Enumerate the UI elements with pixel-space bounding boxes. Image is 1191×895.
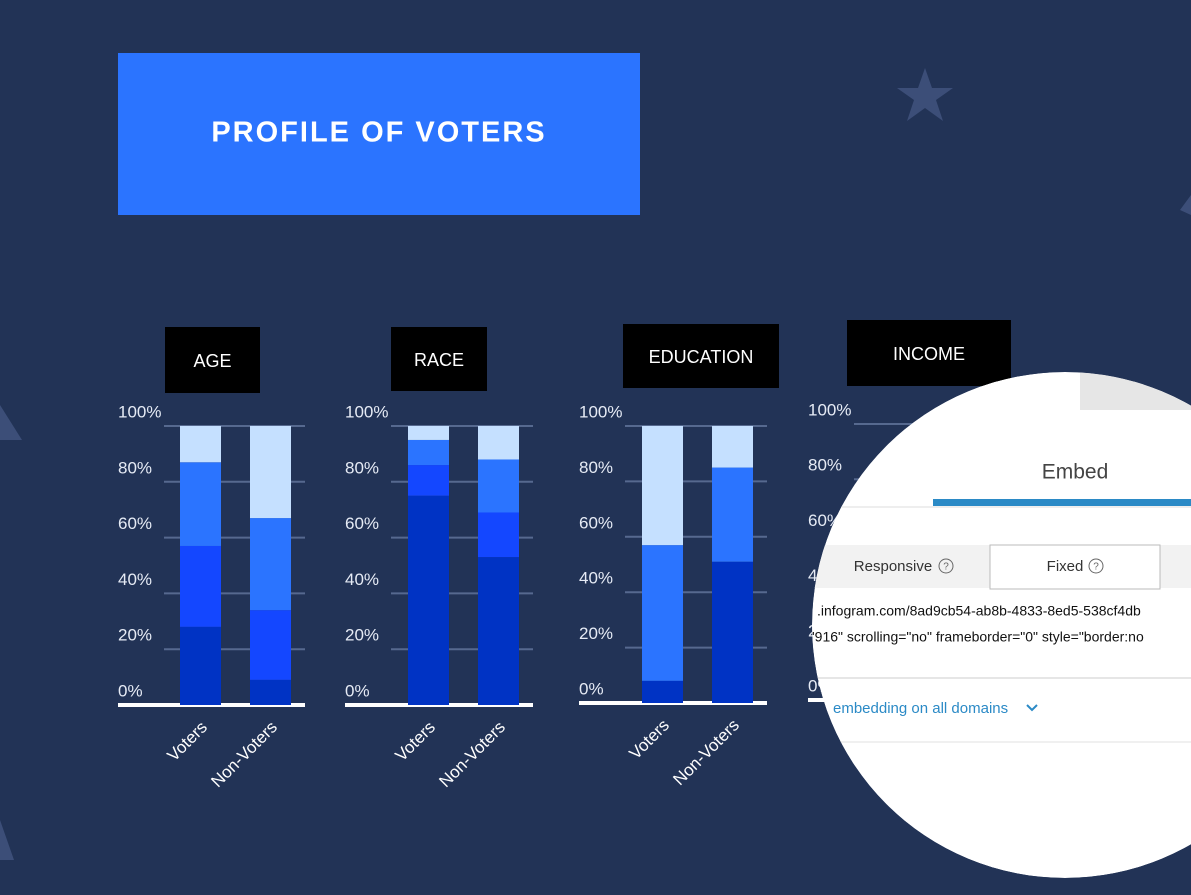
y-tick-label: 100% <box>579 402 622 421</box>
charts: AGE0%20%40%60%80%100%VotersNon-VotersRAC… <box>118 320 1011 791</box>
bar-segment <box>478 459 519 513</box>
chart-title: INCOME <box>893 344 965 364</box>
bar-segment <box>642 426 683 546</box>
y-tick-label: 20% <box>345 626 379 645</box>
help-icon[interactable] <box>1088 558 1104 574</box>
bar-segment <box>642 545 683 681</box>
bar-segment <box>408 495 449 705</box>
x-tick-label: Non-Voters <box>435 718 509 792</box>
y-tick-label: 80% <box>118 458 152 477</box>
bar-segment <box>250 679 291 705</box>
embed-tab[interactable]: Embed <box>1042 461 1109 484</box>
bar-segment <box>250 518 291 611</box>
fixed-tab[interactable] <box>989 544 1161 590</box>
y-tick-label: 0% <box>579 679 604 698</box>
chart-title: RACE <box>414 350 464 370</box>
bar-segment <box>408 426 449 440</box>
chart-title-box <box>623 324 779 388</box>
y-tick-label: 0% <box>118 681 143 700</box>
domains-link[interactable]: embedding on all domains <box>833 700 1008 717</box>
x-tick-label: Voters <box>625 716 673 764</box>
code-line: '916" scrolling="no" frameborder="0" sty… <box>812 629 1144 645</box>
y-tick-label: 60% <box>118 514 152 533</box>
y-tick-label: 100% <box>118 402 161 421</box>
help-icon-mark: ? <box>1093 562 1099 573</box>
chart-title-box <box>847 320 1011 386</box>
bar-segment <box>478 426 519 460</box>
x-tick-label: Voters <box>163 718 211 766</box>
bar-segment <box>250 610 291 680</box>
help-icon[interactable] <box>938 558 954 574</box>
bar-segment <box>180 626 221 705</box>
fixed-option[interactable]: Fixed <box>1047 558 1084 575</box>
bar-segment <box>712 467 753 562</box>
chart-title-box <box>165 327 260 393</box>
stars <box>0 68 1191 860</box>
y-tick-label: 100% <box>345 402 388 421</box>
chart-title: EDUCATION <box>649 347 754 367</box>
bar-segment <box>180 545 221 627</box>
embed-panel: Embed Responsive ? Fixed ? .infogram.com… <box>812 372 1191 878</box>
active-underline <box>933 499 1191 506</box>
y-tick-label: 60% <box>345 514 379 533</box>
y-tick-label: 40% <box>579 569 613 588</box>
chart-title-box <box>391 327 487 391</box>
y-tick-label: 80% <box>579 458 613 477</box>
responsive-option[interactable]: Responsive <box>854 558 932 575</box>
y-tick-label: 40% <box>118 570 152 589</box>
panel-circle <box>812 372 1191 878</box>
bar-segment <box>180 426 221 463</box>
y-tick-label: 100% <box>808 400 851 419</box>
y-tick-label: 80% <box>808 456 842 475</box>
y-tick-label: 0% <box>345 681 370 700</box>
bar-segment <box>642 680 683 703</box>
x-tick-label: Voters <box>391 718 439 766</box>
page-title: PROFILE OF VOTERS <box>211 117 546 149</box>
code-line: .infogram.com/8ad9cb54-ab8b-4833-8ed5-53… <box>817 603 1141 619</box>
bar-segment <box>180 462 221 546</box>
y-tick-label: 20% <box>579 624 613 643</box>
y-tick-label: 40% <box>345 570 379 589</box>
bar-segment <box>712 561 753 703</box>
x-tick-label: Non-Voters <box>207 718 281 792</box>
tab-header <box>1080 372 1191 410</box>
y-tick-label: 80% <box>345 458 379 477</box>
bar-segment <box>408 439 449 466</box>
title-box <box>118 53 640 215</box>
y-tick-label: 60% <box>579 513 613 532</box>
chevron <box>1026 704 1038 712</box>
y-tick-label: 20% <box>118 626 152 645</box>
chart-title: AGE <box>193 351 231 371</box>
bar-segment <box>478 557 519 705</box>
bar-segment <box>250 426 291 519</box>
bar-segment <box>712 426 753 468</box>
bar-segment <box>408 465 449 496</box>
x-tick-label: Non-Voters <box>669 716 743 790</box>
help-icon-mark: ? <box>943 562 949 573</box>
bar-segment <box>478 512 519 558</box>
